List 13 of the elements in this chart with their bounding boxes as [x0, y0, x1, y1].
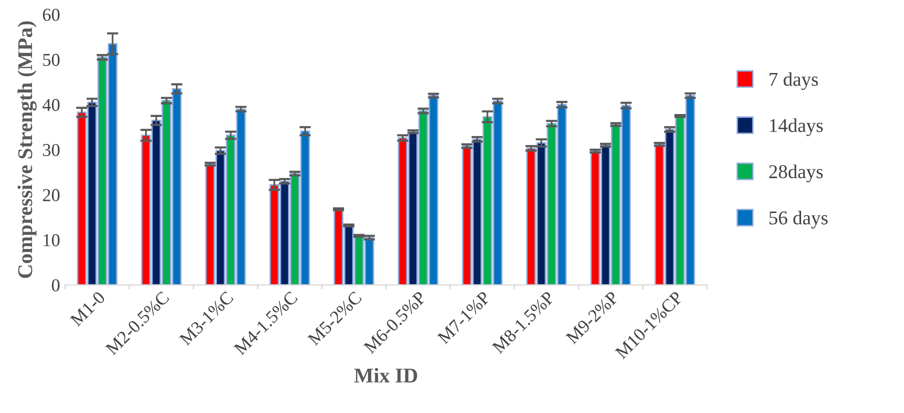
y-tick-label: 50: [43, 54, 60, 66]
y-tick-label: 10: [44, 234, 60, 246]
legend-label: 7 days: [770, 72, 818, 90]
y-tick-label: 40: [42, 98, 60, 112]
y-tick-label: 60: [42, 8, 60, 21]
y-axis-title: Compressive Strength (MPa): [18, 21, 37, 278]
y-tick-label: 30: [43, 144, 60, 156]
y-tick-label: 20: [42, 189, 60, 202]
legend-label: 28days: [769, 164, 823, 182]
legend-label: 14days: [770, 118, 823, 136]
legend-label: 56 days: [770, 210, 828, 228]
y-tick-label: 0: [52, 279, 60, 292]
x-axis-title: Mix ID: [354, 368, 418, 382]
